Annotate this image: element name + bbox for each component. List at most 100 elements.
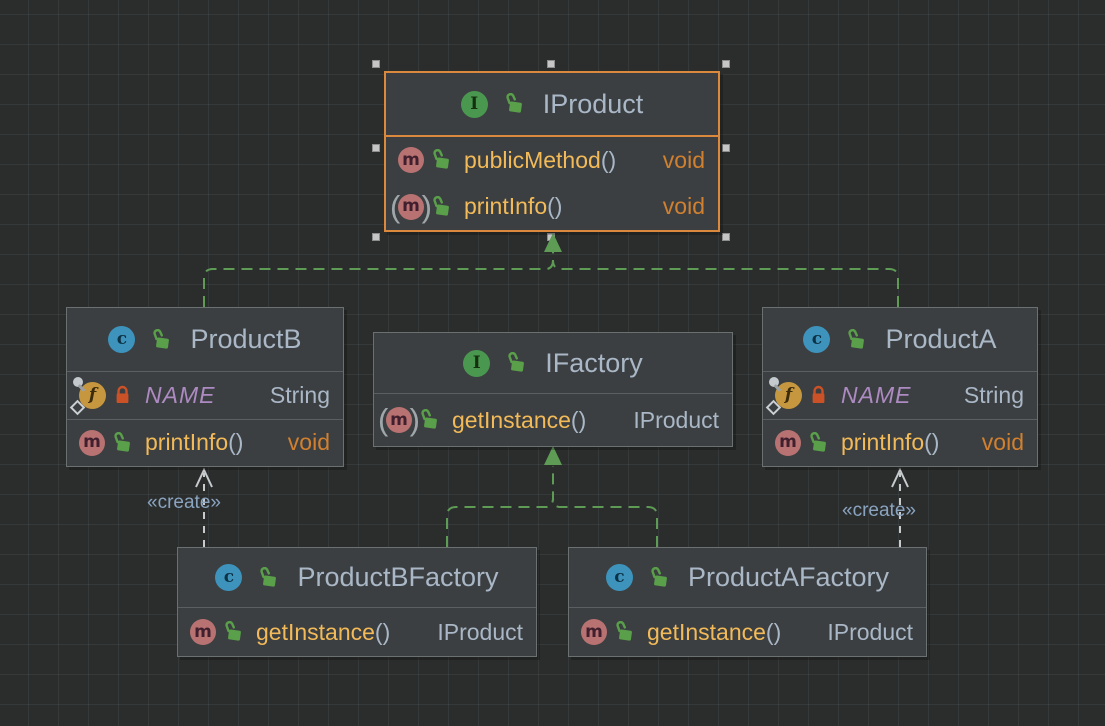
method-name: publicMethod [464, 146, 601, 173]
realization-edge-producta-iproduct[interactable] [552, 259, 899, 307]
method-parens: () [765, 618, 782, 645]
realization-arrowhead-ifactory [544, 446, 562, 465]
node-productafactory-header[interactable]: c ProductAFactory [569, 548, 926, 608]
selection-handle[interactable] [722, 233, 730, 241]
member-row-publicmethod[interactable]: m publicMethod() void [386, 137, 718, 184]
public-lock-icon [114, 431, 130, 452]
method-name: getInstance [452, 406, 571, 433]
pin-icon [73, 376, 83, 387]
node-title: IProduct [542, 88, 644, 119]
create-arrowhead-producta [891, 467, 909, 488]
node-producta-header[interactable]: c ProductA [763, 308, 1037, 372]
selection-handle[interactable] [372, 144, 380, 152]
method-return-type: IProduct [633, 406, 719, 433]
create-arrowhead-productb [195, 467, 213, 488]
node-ifactory[interactable]: I IFactory (m) getInstance() IProduct [373, 332, 733, 447]
private-lock-icon [812, 386, 825, 404]
public-lock-icon [225, 621, 241, 641]
pin-icon [769, 376, 779, 387]
method-parens: () [600, 146, 617, 173]
selection-handle[interactable] [547, 60, 555, 68]
static-final-field-icon: f [765, 376, 802, 416]
public-lock-icon [810, 431, 826, 452]
create-label-right: «create» [842, 500, 916, 521]
private-lock-icon [116, 386, 129, 404]
method-name: getInstance [647, 618, 766, 645]
field-row-name[interactable]: f NAME String [67, 372, 343, 419]
method-parens: () [570, 406, 587, 433]
method-return-type: void [287, 429, 330, 456]
realization-edge-productb-iproduct[interactable] [203, 251, 554, 307]
method-parens: () [228, 429, 244, 456]
selection-handle[interactable] [372, 233, 380, 241]
selection-handle[interactable] [372, 60, 380, 68]
node-title: ProductA [885, 324, 997, 354]
node-iproduct-header[interactable]: I IProduct [386, 73, 718, 137]
public-lock-icon [508, 352, 525, 372]
public-lock-icon [421, 409, 437, 429]
method-name: printInfo [841, 429, 925, 456]
node-title: ProductBFactory [297, 562, 499, 592]
method-return-type: IProduct [437, 618, 523, 645]
realization-arrowhead-iproduct [544, 233, 562, 252]
member-row-getinstance[interactable]: (m) getInstance() IProduct [374, 394, 732, 446]
member-row-getinstance[interactable]: m getInstance() IProduct [178, 608, 536, 656]
node-iproduct[interactable]: I IProduct m publicMethod() void (m) [384, 71, 720, 232]
field-name: NAME [841, 381, 912, 408]
node-productb[interactable]: c ProductB f NAME String [66, 307, 344, 467]
node-ifactory-header[interactable]: I IFactory [374, 333, 732, 394]
class-icon: c [605, 564, 633, 591]
node-producta[interactable]: c ProductA f NAME String [762, 307, 1038, 467]
field-type: String [269, 381, 330, 408]
selection-handle[interactable] [722, 144, 730, 152]
method-icon: m [581, 619, 607, 645]
method-name: printInfo [464, 193, 548, 220]
method-icon: m [190, 619, 216, 645]
member-row-printinfo[interactable]: m printInfo() void [763, 418, 1037, 467]
field-type: String [963, 381, 1024, 408]
class-icon: c [215, 564, 243, 591]
public-lock-icon [506, 93, 522, 113]
method-return-type: IProduct [827, 618, 913, 645]
realization-edge-productbfactory-ifactory[interactable] [446, 466, 554, 547]
public-lock-icon [616, 621, 632, 641]
member-row-getinstance[interactable]: m getInstance() IProduct [569, 608, 926, 656]
public-lock-icon [433, 195, 449, 216]
node-productbfactory[interactable]: c ProductBFactory m getInstance() IProdu… [177, 547, 537, 657]
node-productafactory[interactable]: c ProductAFactory m getInstance() IProdu… [568, 547, 927, 657]
selection-handle[interactable] [722, 60, 730, 68]
method-name: getInstance [256, 618, 375, 645]
public-lock-icon [848, 328, 865, 349]
method-parens: () [547, 193, 563, 220]
method-return-type: void [981, 429, 1024, 456]
member-row-printinfo[interactable]: (m) printInfo() void [386, 184, 718, 231]
class-icon: c [108, 326, 136, 353]
interface-icon: I [463, 349, 491, 377]
node-title: ProductB [190, 324, 302, 354]
interface-icon: I [460, 90, 488, 118]
public-lock-icon [651, 566, 667, 587]
method-return-type: void [662, 146, 705, 173]
static-final-field-icon: f [69, 376, 106, 416]
field-name: NAME [145, 381, 216, 408]
abstract-method-icon: (m) [378, 402, 420, 437]
node-title: ProductAFactory [687, 562, 890, 592]
class-icon: c [803, 326, 831, 353]
method-parens: () [374, 618, 391, 645]
member-row-printinfo[interactable]: m printInfo() void [67, 418, 343, 467]
node-productbfactory-header[interactable]: c ProductBFactory [178, 548, 536, 608]
method-icon: m [79, 429, 105, 456]
method-return-type: void [662, 193, 705, 220]
method-icon: m [398, 147, 424, 174]
method-name: printInfo [145, 429, 229, 456]
method-parens: () [924, 429, 940, 456]
abstract-method-icon: (m) [390, 188, 432, 224]
public-lock-icon [260, 566, 277, 587]
realization-edge-productafactory-ifactory[interactable] [552, 497, 658, 547]
field-row-name[interactable]: f NAME String [763, 372, 1037, 419]
node-title: IFactory [545, 347, 643, 378]
create-label-left: «create» [147, 492, 221, 513]
method-icon: m [775, 429, 801, 456]
node-productb-header[interactable]: c ProductB [67, 308, 343, 372]
